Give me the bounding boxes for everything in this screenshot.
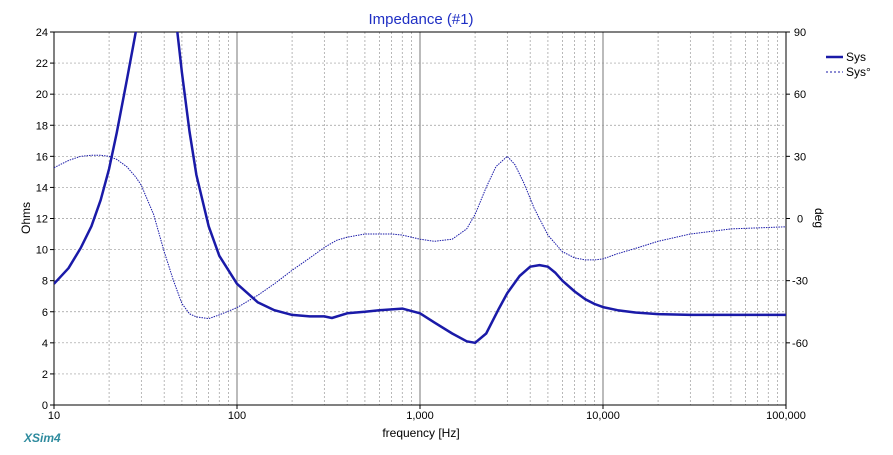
y-tick-label: 24	[36, 27, 48, 39]
y-tick-label: 6	[42, 307, 48, 319]
y-tick-label: 16	[36, 151, 48, 163]
y-tick-label: 18	[36, 120, 48, 132]
y-tick-label: 22	[36, 58, 48, 70]
y-tick-label: 2	[42, 369, 48, 381]
y2-tick-label: 90	[794, 27, 806, 39]
y-tick-label: 0	[42, 400, 48, 412]
series-lines	[54, 32, 786, 345]
chart-title: Impedance (#1)	[368, 11, 473, 28]
y2-tick-label: 30	[794, 151, 806, 163]
legend: Sys Sys°	[826, 50, 871, 79]
y2-tick-label: -30	[792, 276, 808, 288]
y2-axis-label: deg	[812, 208, 826, 228]
y-tick-label: 14	[36, 182, 48, 194]
y-axis-label: Ohms	[19, 202, 33, 234]
y-tick-label: 8	[42, 276, 48, 288]
axis-ticks: 10 100 1,000 10,000 100,00002468101214161820…	[36, 27, 808, 422]
legend-label-sys: Sys	[846, 50, 866, 64]
x-tick-label: 100	[228, 410, 246, 422]
y-tick-label: 4	[42, 338, 48, 350]
series-line-sys-phase	[54, 154, 786, 320]
brand-logo: XSim4	[23, 431, 61, 445]
y-tick-label: 20	[36, 89, 48, 101]
x-tick-label: 1,000	[406, 410, 434, 422]
x-tick-label: 10	[48, 410, 60, 422]
y-tick-label: 12	[36, 214, 48, 226]
y-tick-label: 10	[36, 245, 48, 257]
y2-tick-label: 60	[794, 89, 806, 101]
y2-tick-label: -60	[792, 338, 808, 350]
x-tick-label: 100,000	[766, 410, 806, 422]
y2-tick-label: 0	[797, 214, 803, 226]
grid	[53, 31, 786, 406]
x-axis-label: frequency [Hz]	[382, 426, 459, 440]
legend-label-sys-phase: Sys°	[846, 65, 871, 79]
x-tick-label: 10,000	[586, 410, 620, 422]
series-line-sys	[54, 32, 786, 345]
